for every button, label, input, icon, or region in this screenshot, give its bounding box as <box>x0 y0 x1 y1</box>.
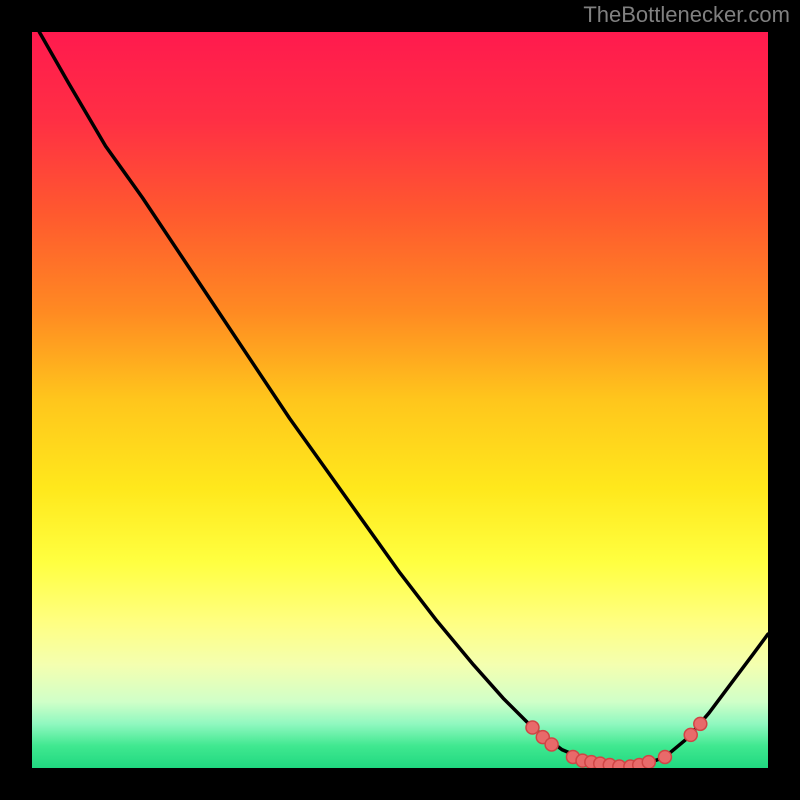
data-marker <box>545 738 558 751</box>
data-marker <box>684 728 697 741</box>
data-marker <box>694 717 707 730</box>
curve-layer <box>32 32 768 768</box>
data-marker <box>658 750 671 763</box>
chart-container: TheBottlenecker.com <box>0 0 800 800</box>
plot-area <box>32 32 768 768</box>
data-marker <box>526 721 539 734</box>
data-marker <box>642 756 655 768</box>
watermark-text: TheBottlenecker.com <box>583 2 790 28</box>
bottleneck-curve <box>39 32 768 767</box>
